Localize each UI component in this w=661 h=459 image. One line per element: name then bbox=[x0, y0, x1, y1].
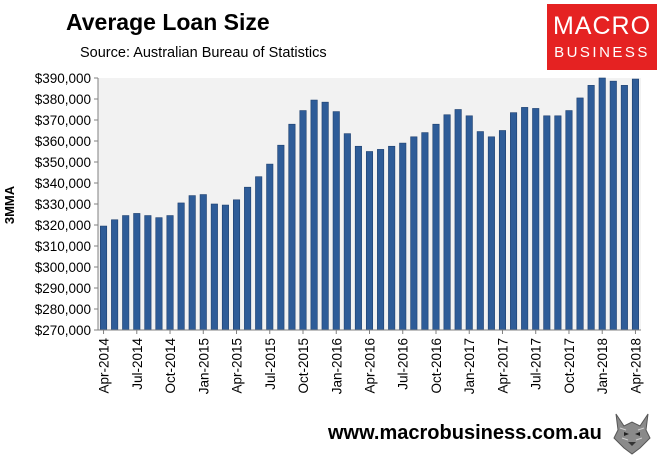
bar bbox=[454, 109, 462, 331]
bar bbox=[377, 149, 385, 331]
x-tick-label: Apr-2017 bbox=[495, 338, 510, 394]
bar bbox=[122, 215, 130, 331]
y-tick-label: $270,000 bbox=[35, 323, 91, 338]
bar bbox=[100, 225, 108, 331]
bar bbox=[609, 80, 617, 331]
x-tick-label: Jul-2015 bbox=[263, 338, 278, 390]
y-tick-label: $360,000 bbox=[35, 134, 91, 149]
y-tick-label: $380,000 bbox=[35, 92, 91, 107]
bar bbox=[565, 110, 573, 331]
bar bbox=[388, 145, 396, 331]
bar bbox=[288, 123, 296, 331]
bar bbox=[144, 215, 152, 331]
bar bbox=[277, 144, 285, 331]
x-tick-label: Jan-2015 bbox=[196, 338, 211, 394]
bar bbox=[487, 136, 495, 331]
bar bbox=[343, 133, 351, 331]
bar bbox=[421, 132, 429, 331]
x-tick-label: Jul-2017 bbox=[529, 338, 544, 390]
bar bbox=[177, 202, 185, 331]
x-tick-label: Apr-2018 bbox=[628, 338, 643, 394]
y-tick-label: $370,000 bbox=[35, 113, 91, 128]
y-axis-label: 3MMA bbox=[2, 185, 17, 224]
x-tick-label: Oct-2016 bbox=[429, 338, 444, 394]
bar bbox=[111, 219, 119, 331]
bar bbox=[498, 130, 506, 331]
bar bbox=[443, 114, 451, 331]
x-tick-label: Apr-2014 bbox=[97, 338, 112, 394]
bar bbox=[399, 142, 407, 331]
bar bbox=[210, 203, 218, 331]
bar bbox=[532, 108, 540, 331]
y-tick-label: $300,000 bbox=[35, 260, 91, 275]
wolf-logo-icon bbox=[610, 408, 654, 456]
bar bbox=[620, 85, 628, 331]
y-tick-label: $390,000 bbox=[35, 71, 91, 86]
bar bbox=[133, 213, 141, 331]
chart-subtitle: Source: Australian Bureau of Statistics bbox=[80, 45, 327, 61]
chart-title: Average Loan Size bbox=[66, 9, 270, 35]
macrobusiness-logo: MACRO BUSINESS bbox=[547, 4, 657, 70]
bar bbox=[631, 78, 639, 331]
bar bbox=[476, 131, 484, 331]
y-tick-label: $340,000 bbox=[35, 176, 91, 191]
y-tick-label: $330,000 bbox=[35, 197, 91, 212]
bar bbox=[299, 110, 307, 331]
x-tick-label: Jan-2016 bbox=[329, 338, 344, 394]
bar bbox=[221, 204, 229, 331]
bar bbox=[233, 199, 241, 331]
x-tick-label: Apr-2016 bbox=[363, 338, 378, 394]
y-tick-label: $310,000 bbox=[35, 239, 91, 254]
bar bbox=[188, 195, 196, 331]
bar bbox=[465, 115, 473, 331]
bar-chart: $270,000 $280,000 $290,000 $300,000 $310,000… bbox=[2, 71, 643, 394]
bar bbox=[354, 145, 362, 331]
bar bbox=[155, 217, 163, 331]
bar bbox=[255, 176, 263, 331]
bar bbox=[365, 151, 374, 331]
logo-line-2: BUSINESS bbox=[554, 44, 650, 61]
y-tick-label: $280,000 bbox=[35, 302, 91, 317]
logo-line-1: MACRO bbox=[552, 12, 652, 40]
bar bbox=[432, 123, 440, 331]
x-tick-label: Jul-2014 bbox=[130, 338, 145, 390]
x-tick-label: Oct-2015 bbox=[296, 338, 311, 394]
bar bbox=[521, 107, 529, 331]
bar bbox=[598, 77, 606, 331]
y-tick-label: $290,000 bbox=[35, 281, 91, 296]
bar bbox=[310, 99, 318, 331]
x-tick-label: Oct-2014 bbox=[163, 338, 178, 394]
bar bbox=[576, 97, 584, 331]
bar bbox=[244, 186, 252, 331]
x-tick-label: Oct-2017 bbox=[562, 338, 577, 394]
x-tick-label: Jan-2018 bbox=[595, 338, 610, 394]
x-tick-label: Jan-2017 bbox=[462, 338, 477, 394]
y-tick-label: $320,000 bbox=[35, 218, 91, 233]
bar bbox=[554, 115, 562, 331]
x-tick-label: Jul-2016 bbox=[396, 338, 411, 390]
bar bbox=[199, 194, 207, 331]
bar bbox=[332, 111, 340, 331]
bar bbox=[410, 136, 418, 331]
bar bbox=[510, 112, 518, 331]
website-url: www.macrobusiness.com.au bbox=[328, 422, 602, 444]
y-tick-label: $350,000 bbox=[35, 155, 91, 170]
bar bbox=[266, 163, 274, 331]
bar bbox=[321, 101, 329, 331]
bar bbox=[166, 215, 174, 331]
bar bbox=[543, 115, 551, 331]
x-tick-label: Apr-2015 bbox=[230, 338, 245, 394]
bar bbox=[587, 85, 595, 331]
